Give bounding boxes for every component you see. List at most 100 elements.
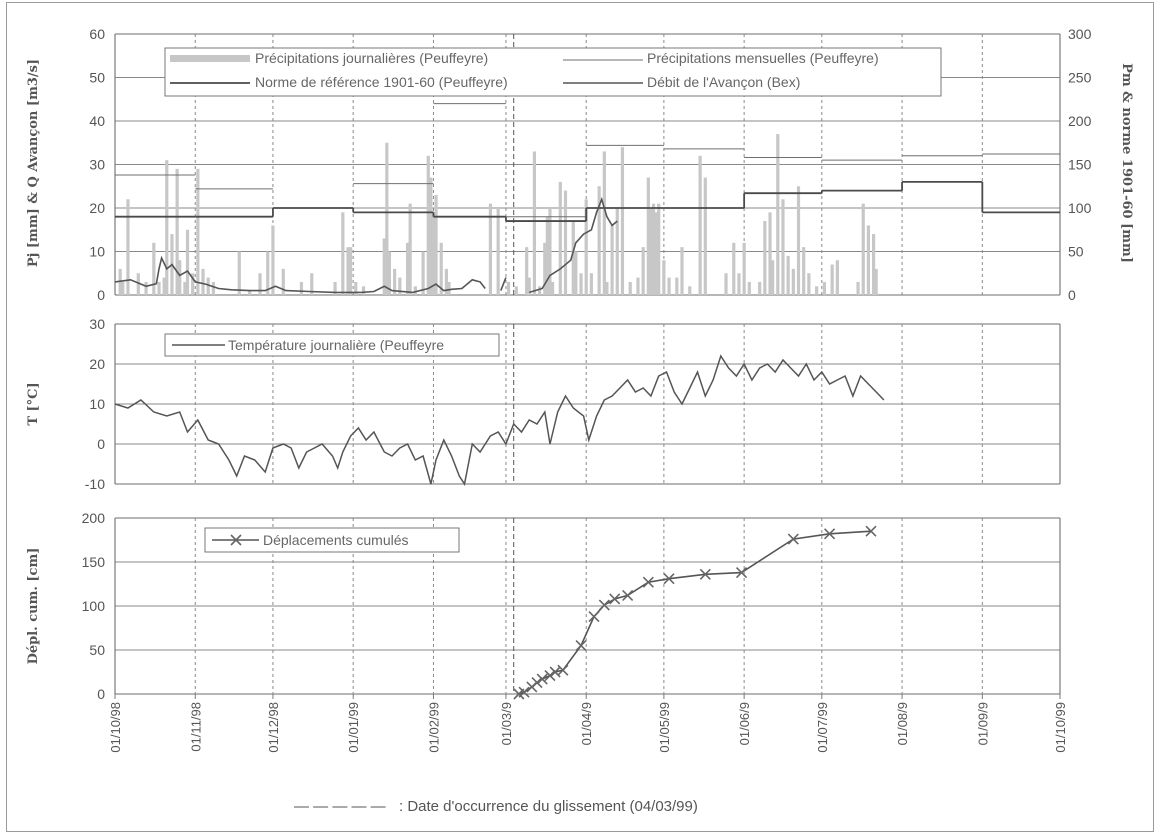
daily-precip-bar — [299, 281, 304, 295]
temp-legend: Température journalière (Peuffeyre — [164, 333, 500, 357]
daily-precip-bar — [703, 177, 707, 295]
temp-ytick-left: 0 — [97, 436, 105, 452]
displ-legend: Déplacements cumulés — [204, 527, 460, 553]
daily-precip-bar — [602, 151, 606, 295]
x-tick-label: 01/03/9 — [499, 702, 514, 745]
precip-ytick-right: 300 — [1068, 26, 1092, 42]
daily-precip-bar — [532, 151, 537, 295]
daily-precip-bar — [426, 155, 430, 295]
daily-precip-bar — [341, 212, 345, 295]
daily-precip-bar — [558, 181, 562, 295]
daily-precip-bar — [574, 251, 578, 295]
daily-precip-bar — [724, 273, 728, 295]
displacement-marker — [531, 676, 543, 689]
daily-precip-bar — [680, 247, 684, 295]
x-tick-label: 01/01/99 — [346, 702, 361, 753]
displ-ytick-left: 50 — [89, 642, 105, 658]
x-tick-label: 01/04/9 — [579, 702, 594, 745]
displ-ytick-left: 0 — [97, 686, 105, 702]
daily-precip-bar — [281, 268, 285, 295]
daily-precip-bar — [333, 281, 337, 295]
daily-precip-bar — [654, 212, 658, 295]
daily-precip-bar — [431, 212, 436, 295]
daily-precip-bar — [354, 281, 358, 295]
daily-precip-bar — [421, 251, 425, 295]
daily-precip-bar — [874, 268, 878, 295]
precip-ytick-left: 60 — [89, 26, 105, 42]
x-tick-label: 01/07/99 — [815, 702, 830, 753]
daily-precip-bar — [667, 277, 671, 295]
daily-precip-bar — [628, 281, 632, 295]
daily-precip-bar — [571, 221, 575, 295]
x-tick-label: 01/02/99 — [426, 702, 441, 753]
daily-precip-bar — [201, 268, 205, 295]
displacement-marker — [663, 573, 675, 585]
legend-swatch-daily — [170, 55, 250, 62]
daily-precip-bar — [615, 208, 619, 295]
displacement-marker — [588, 610, 600, 623]
precip-legend-box — [164, 47, 942, 97]
displacement-marker — [787, 533, 799, 545]
daily-precip-bar — [258, 273, 262, 295]
precip-ytick-left: 40 — [89, 113, 105, 129]
displacement-marker — [598, 599, 610, 611]
daily-precip-bar — [747, 281, 751, 295]
x-tick-label: 01/05/99 — [657, 702, 672, 753]
daily-precip-bar — [802, 247, 806, 295]
daily-precip-bar — [548, 208, 552, 295]
legend-label-monthly-precip: Précipitations mensuelles (Peuffeyre) — [647, 50, 879, 66]
legend-marker-displacement — [230, 534, 242, 546]
x-tick-label: 01/11/98 — [188, 702, 203, 752]
daily-precip-bar — [651, 203, 656, 295]
daily-precip-bar — [791, 268, 795, 295]
daily-precip-bar — [563, 190, 568, 295]
daily-precip-bar — [579, 273, 583, 295]
daily-precip-bar — [649, 208, 653, 295]
daily-precip-bar — [271, 225, 275, 295]
daily-precip-bar — [675, 277, 679, 295]
daily-precip-bar — [488, 203, 493, 295]
daily-precip-bar — [157, 281, 161, 295]
daily-precip-bar — [413, 286, 417, 295]
daily-precip-bar — [126, 199, 130, 295]
daily-precip-bar — [429, 177, 433, 295]
displacement-marker — [536, 673, 548, 685]
displacement-marker — [824, 528, 836, 540]
discharge-series-line — [528, 196, 618, 294]
x-tick-label: 01/12/98 — [266, 702, 281, 753]
daily-precip-bar — [861, 203, 865, 295]
precip-ytick-left: 10 — [89, 244, 105, 260]
daily-precip-bar — [248, 290, 252, 295]
precip-ytick-left: 0 — [97, 287, 105, 303]
legend-label-temperature: Température journalière (Peuffeyre — [228, 337, 444, 353]
daily-precip-bar — [393, 268, 397, 295]
daily-precip-bar — [387, 251, 392, 295]
precip-ylabel-left: Pj [mm] & Q Avançon [m3/s] — [26, 59, 41, 267]
daily-precip-bar — [856, 281, 860, 295]
precip-ytick-right: 0 — [1068, 287, 1076, 303]
daily-precip-bar — [525, 247, 529, 295]
daily-precip-bar — [506, 281, 511, 295]
daily-precip-bar — [144, 281, 148, 295]
x-tick-label: 01/10/98 — [108, 702, 123, 753]
daily-precip-bar — [550, 281, 555, 295]
displacement-marker — [622, 589, 634, 602]
daily-precip-bar — [776, 134, 780, 295]
footer-legend-symbol: — — — — — — [294, 798, 386, 815]
daily-precip-bar — [527, 277, 531, 295]
chart-canvas: — — — — — : Date d'occurrence du glissem… — [26, 26, 1134, 815]
daily-precip-bar — [361, 286, 366, 295]
displacement-marker — [699, 568, 711, 580]
precip-ylabel-right: Pm & norme 1901-60 [mm] — [1119, 63, 1134, 263]
daily-precip-bar — [444, 268, 448, 295]
precip-ytick-right: 50 — [1068, 244, 1084, 260]
temp-ytick-left: -10 — [85, 476, 105, 492]
precip-legend: Précipitations journalières (Peuffeyre) P… — [164, 47, 942, 97]
daily-precip-bar — [662, 260, 666, 295]
daily-precip-bar — [871, 234, 876, 295]
precip-ytick-right: 250 — [1068, 70, 1092, 86]
daily-precip-bar — [597, 186, 601, 295]
temperature-series-line — [114, 354, 885, 486]
daily-precip-bar — [822, 281, 826, 295]
x-tick-label: 01/09/9 — [975, 702, 990, 745]
